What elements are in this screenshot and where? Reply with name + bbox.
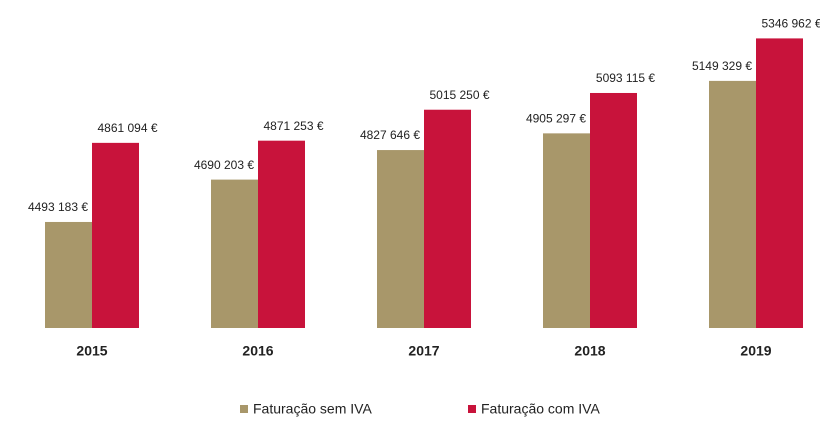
x-tick-label: 2015 [76, 343, 107, 359]
x-tick-label: 2016 [242, 343, 273, 359]
data-label: 4690 203 € [194, 158, 254, 172]
legend-swatch [468, 405, 476, 413]
legend-swatch [240, 405, 248, 413]
bar [92, 142, 139, 328]
bar [756, 38, 803, 329]
bar [543, 133, 590, 328]
bar [377, 150, 424, 328]
bar [45, 221, 92, 328]
data-label: 5093 115 € [596, 71, 655, 85]
bar [211, 179, 258, 328]
data-label: 4493 183 € [28, 200, 88, 214]
data-label: 5346 962 € [761, 17, 820, 31]
bar [590, 92, 637, 328]
data-label: 5149 329 € [692, 59, 752, 73]
x-tick-label: 2019 [740, 343, 771, 359]
bar [258, 140, 305, 328]
bar [709, 80, 756, 329]
data-label: 4871 253 € [263, 119, 323, 133]
x-tick-label: 2017 [408, 343, 439, 359]
data-label: 5015 250 € [429, 88, 489, 102]
data-label: 4861 094 € [97, 121, 157, 135]
legend-label: Faturação com IVA [481, 401, 600, 417]
legend-label: Faturação sem IVA [253, 401, 372, 417]
data-label: 4905 297 € [526, 112, 586, 126]
bar [424, 109, 471, 328]
data-label: 4827 646 € [360, 128, 420, 142]
x-tick-label: 2018 [574, 343, 605, 359]
